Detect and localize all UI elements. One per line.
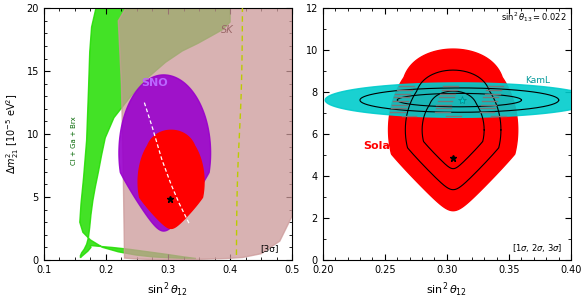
Polygon shape (325, 83, 586, 117)
Polygon shape (389, 49, 517, 211)
Polygon shape (138, 130, 204, 228)
X-axis label: $\sin^2\theta_{12}$: $\sin^2\theta_{12}$ (148, 281, 189, 299)
Text: Solar: Solar (364, 141, 396, 151)
Text: [3σ]: [3σ] (260, 244, 278, 253)
Text: Cl + Ga + Brx: Cl + Ga + Brx (70, 116, 77, 165)
Y-axis label: $\Delta m^2_{21}$ [$10^{-5}$ eV$^2$]: $\Delta m^2_{21}$ [$10^{-5}$ eV$^2$] (4, 94, 21, 174)
Text: [1$\sigma$, 2$\sigma$, 3$\sigma$]: [1$\sigma$, 2$\sigma$, 3$\sigma$] (512, 241, 563, 254)
Text: SK: SK (221, 25, 233, 35)
Polygon shape (118, 8, 292, 259)
Text: $\sin^2\theta_{13} = 0.022$: $\sin^2\theta_{13} = 0.022$ (500, 10, 566, 24)
Text: SNO: SNO (141, 78, 168, 88)
X-axis label: $\sin^2 \theta_{12}$: $\sin^2 \theta_{12}$ (427, 281, 468, 299)
Text: KamL: KamL (525, 76, 550, 85)
Polygon shape (80, 8, 230, 258)
Polygon shape (119, 75, 210, 231)
